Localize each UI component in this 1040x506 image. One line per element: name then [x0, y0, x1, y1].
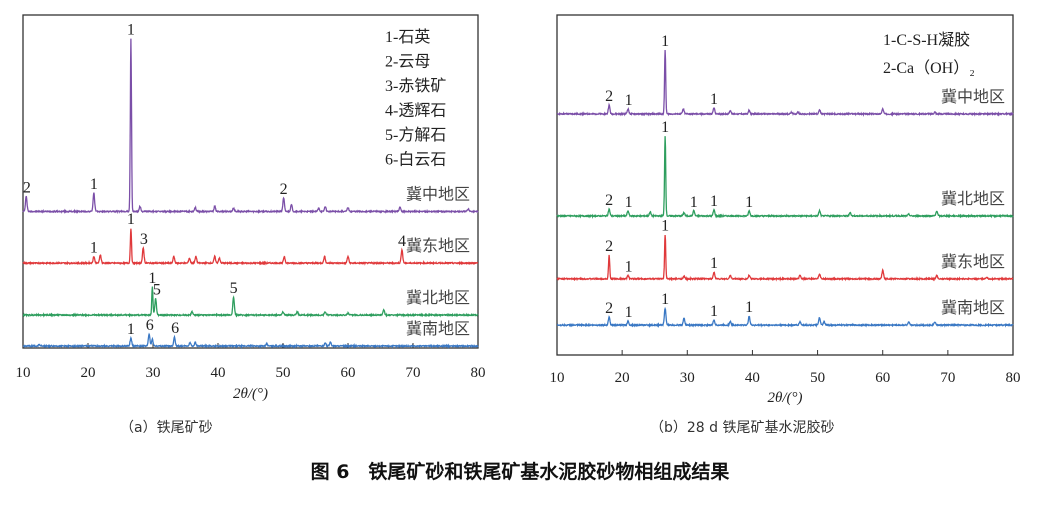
peak-label: 1 — [661, 33, 669, 50]
peak-label: 1 — [625, 304, 633, 321]
peak-label: 1 — [710, 193, 718, 210]
series-line — [22, 228, 479, 266]
legend-entry: 1-石英 — [385, 28, 430, 46]
x-tick-label: 20 — [615, 370, 630, 386]
peak-label: 1 — [710, 303, 718, 320]
series-label: 冀南地区 — [941, 298, 1005, 317]
series-label: 冀中地区 — [941, 87, 1005, 106]
plot-frame — [22, 14, 479, 349]
series-label: 冀中地区 — [406, 184, 470, 203]
peak-label: 1 — [745, 299, 753, 316]
x-tick-label: 80 — [1006, 370, 1021, 386]
series-label: 冀东地区 — [406, 236, 470, 255]
peak-label: 4 — [398, 233, 406, 250]
peak-label: 1 — [745, 194, 753, 211]
x-tick-label: 50 — [276, 365, 291, 381]
peak-label: 1 — [127, 211, 135, 228]
peak-label: 1 — [625, 258, 633, 275]
peak-label: 1 — [661, 119, 669, 136]
peak-label: 6 — [146, 317, 154, 334]
peak-label: 2 — [605, 88, 613, 105]
peak-label: 1 — [625, 92, 633, 109]
x-tick-label: 30 — [146, 365, 161, 381]
series-label: 冀北地区 — [406, 288, 470, 307]
peak-label: 2 — [605, 300, 613, 317]
peak-label: 6 — [171, 320, 179, 337]
peak-label: 1 — [661, 291, 669, 308]
series-line — [22, 38, 479, 215]
x-tick-label: 70 — [940, 370, 955, 386]
x-tick-label: 70 — [406, 365, 421, 381]
peak-label: 5 — [230, 280, 238, 297]
peak-label: 1 — [148, 270, 156, 287]
figure-title: 图 6 铁尾矿砂和铁尾矿基水泥胶砂物相组成结果 — [311, 460, 730, 483]
series-label: 冀北地区 — [941, 189, 1005, 208]
x-tick-label: 50 — [810, 370, 825, 386]
peak-label: 1 — [90, 239, 98, 256]
peak-label: 2 — [280, 181, 288, 198]
x-tick-label: 40 — [745, 370, 760, 386]
series-line — [556, 136, 1014, 219]
series-line — [22, 286, 479, 318]
peak-label: 1 — [710, 255, 718, 272]
legend-entry: 1-C-S-H凝胶 — [883, 31, 970, 49]
peak-label: 5 — [153, 281, 161, 298]
legend-entry: 5-方解石 — [385, 126, 446, 144]
x-tick-label: 60 — [875, 370, 890, 386]
legend-entry: 2-Ca（OH）₂ — [883, 59, 975, 77]
x-tick-label: 30 — [680, 370, 695, 386]
peak-label: 2 — [605, 238, 613, 255]
peak-label: 2 — [605, 192, 613, 209]
legend-entry: 3-赤铁矿 — [385, 77, 446, 95]
series-line — [556, 49, 1014, 117]
series-line — [22, 332, 479, 350]
peak-label: 1 — [661, 218, 669, 235]
x-tick-label: 80 — [471, 365, 486, 381]
caption-b: （b）28 d 铁尾矿基水泥胶砂 — [650, 419, 835, 436]
x-axis-label: 2θ/(°) — [767, 390, 802, 406]
caption-a: （a）铁尾矿砂 — [120, 420, 213, 436]
series-label: 冀南地区 — [406, 319, 470, 338]
peak-label: 2 — [23, 179, 31, 196]
x-tick-label: 60 — [341, 365, 356, 381]
panel-b: 10 20 30 40 50 60 70 80 2θ/(°) 1-C-S-H凝胶 2-Ca（OH）₂… — [550, 14, 1021, 406]
x-tick-label: 10 — [16, 365, 31, 381]
peak-label: 1 — [625, 194, 633, 211]
series-label: 冀东地区 — [941, 252, 1005, 271]
legend-entry: 2-云母 — [385, 54, 430, 71]
peak-label: 3 — [140, 231, 148, 248]
x-tick-label: 20 — [81, 365, 96, 381]
x-tick-label: 10 — [550, 370, 565, 386]
series-line — [556, 234, 1014, 282]
peak-label: 1 — [710, 91, 718, 108]
panel-a: 10 20 30 40 50 60 70 80 2θ/(°) 1-石英 2-云母 3-赤铁矿 4-透辉石… — [16, 14, 486, 402]
peak-label: 1 — [127, 21, 135, 38]
peak-label: 1 — [90, 176, 98, 193]
peak-label: 1 — [690, 194, 698, 211]
series-line — [556, 306, 1014, 329]
legend-entry: 6-白云石 — [385, 151, 446, 169]
x-tick-label: 40 — [211, 365, 226, 381]
plot-frame — [556, 14, 1014, 356]
peak-label: 1 — [127, 321, 135, 338]
x-axis-label: 2θ/(°) — [233, 386, 268, 402]
legend-entry: 4-透辉石 — [385, 102, 446, 120]
